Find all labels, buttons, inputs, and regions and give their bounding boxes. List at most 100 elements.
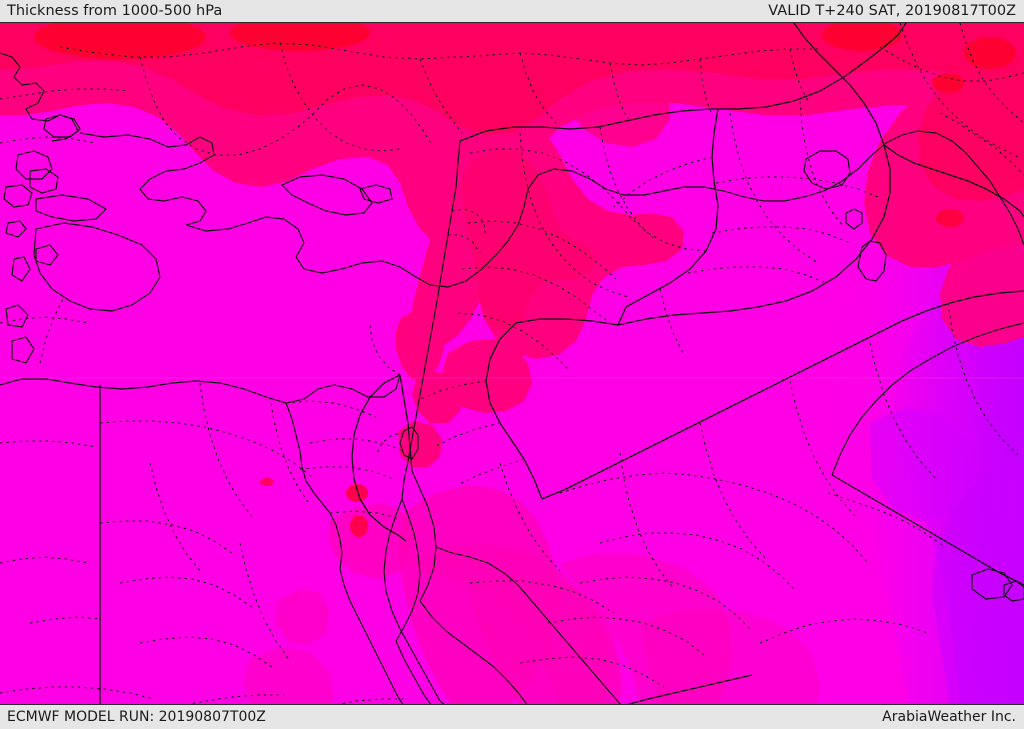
thickness-map-canvas xyxy=(0,22,1024,705)
band-rose-levant-inner xyxy=(462,149,596,329)
admin-iraq-1 xyxy=(729,112,819,264)
admin-sudan-2 xyxy=(337,698,408,704)
admin-egypt-3 xyxy=(269,396,311,506)
border-saudi-uae xyxy=(831,474,1024,586)
admin-lebanon-2 xyxy=(448,234,481,254)
band-crimson-golan-strip xyxy=(412,371,462,423)
admin-egypt-16 xyxy=(0,686,155,700)
admin-egypt-12 xyxy=(0,556,89,564)
admin-egypt-1 xyxy=(99,420,313,478)
border-jordan-saudi xyxy=(541,290,1024,500)
admin-saudi-9 xyxy=(947,302,1019,456)
coast-aegean-island-3 xyxy=(29,168,59,194)
admin-saudi-6 xyxy=(699,422,767,560)
coast-dead-sea xyxy=(399,426,419,460)
provider-label: ArabiaWeather Inc. xyxy=(882,709,1016,725)
border-yemen-saudi xyxy=(626,674,753,704)
coast-bahrain xyxy=(845,208,863,230)
band-pink-sinai xyxy=(328,503,414,579)
admin-egypt-13 xyxy=(29,616,101,624)
map-footer-bar: ECMWF MODEL RUN: 20190807T00Z ArabiaWeat… xyxy=(0,705,1024,729)
band-rose-nw-inner xyxy=(0,23,1024,135)
core-red-east-spot xyxy=(936,209,964,227)
admin-egypt-2 xyxy=(199,382,255,520)
admin-lebanon-1 xyxy=(451,208,487,238)
admin-egypt-15 xyxy=(285,400,377,418)
admin-egypt-14 xyxy=(329,510,401,520)
page-title: Thickness from 1000-500 hPa xyxy=(7,3,223,19)
border-turkey-syria xyxy=(459,23,907,142)
coast-redsea-west xyxy=(395,640,432,704)
coast-crete-main xyxy=(33,222,161,312)
admin-iraq-3 xyxy=(715,176,879,198)
core-red-nile-spot xyxy=(261,478,273,486)
coast-saudi-west xyxy=(435,546,621,704)
core-red-ne-iraq xyxy=(822,23,902,51)
admin-iraq-5 xyxy=(687,266,827,284)
coast-nile-delta xyxy=(285,402,343,570)
core-red-ne-iran-2 xyxy=(932,73,964,93)
admin-jordan-2 xyxy=(433,422,501,448)
admin-turkey-1 xyxy=(59,42,457,60)
border-syria-iraq xyxy=(617,108,719,326)
admin-saudi-3 xyxy=(579,576,753,632)
map-svg xyxy=(0,23,1024,704)
coast-aegean-island-2 xyxy=(15,150,53,180)
admin-sudan-1 xyxy=(187,694,284,704)
coast-persian-gulf xyxy=(831,322,1024,476)
coast-island-small-1 xyxy=(5,220,27,238)
admin-saudi-8 xyxy=(869,342,937,480)
coast-suez-gulf xyxy=(395,498,421,642)
band-pink-gulf-aqaba xyxy=(404,543,610,704)
coast-aegean-island-4 xyxy=(3,184,33,208)
coast-turkey-south xyxy=(185,130,1024,288)
border-iraq-jordan-saudi xyxy=(485,318,619,500)
admin-saudi-5 xyxy=(619,452,675,590)
admin-syria-3 xyxy=(599,126,655,240)
admin-turkey-2 xyxy=(139,56,433,156)
admin-egypt-8 xyxy=(119,576,253,608)
coast-levant xyxy=(401,140,461,500)
band-crimson-cyprus-north xyxy=(560,65,670,147)
coast-rhodes xyxy=(35,244,59,266)
admin-egypt-4 xyxy=(309,438,405,452)
coast-cyprus-tail xyxy=(359,184,393,204)
coast-cyprus xyxy=(281,174,373,216)
admin-egypt-10 xyxy=(239,542,291,662)
admin-turkey-9 xyxy=(789,48,809,102)
coast-aegean-island-1 xyxy=(43,114,81,138)
admin-turkey-3 xyxy=(279,42,401,152)
admin-iran-3 xyxy=(939,112,1024,176)
admin-saudi-10 xyxy=(499,462,561,572)
admin-egypt-6 xyxy=(149,462,201,572)
admin-saudi-7 xyxy=(789,380,857,518)
admin-saudi-12 xyxy=(519,656,665,688)
band-violet-lobe-northeast-low xyxy=(870,407,972,521)
band-pink-south-central xyxy=(560,553,732,704)
coast-crete xyxy=(35,194,107,222)
admin-syria-1 xyxy=(469,148,707,252)
band-pink-southwest xyxy=(244,647,334,704)
admin-syria-5 xyxy=(461,266,611,324)
coast-aqaba-gulf xyxy=(411,470,437,602)
admin-saudi-11 xyxy=(469,580,615,614)
admin-syria-4 xyxy=(467,220,617,280)
coast-small-island-2 xyxy=(5,304,29,328)
band-pink-arabia-interior xyxy=(640,609,820,704)
admin-saudi-14 xyxy=(827,492,943,546)
admin-saudi-13 xyxy=(759,618,929,644)
coast-sinai-west xyxy=(383,498,445,704)
admin-saudi-4 xyxy=(547,616,705,656)
admin-egypt-5 xyxy=(299,466,395,480)
core-red-nw-turkey xyxy=(34,23,206,59)
admin-iran-2 xyxy=(959,23,1024,124)
coast-egypt-north xyxy=(0,374,401,404)
national-border-layer xyxy=(99,23,1024,704)
core-red-sinai-spot-2 xyxy=(350,515,368,537)
coast-gulf-island xyxy=(971,568,1013,600)
admin-turkey-6 xyxy=(519,52,557,124)
admin-syria-2 xyxy=(519,132,629,298)
admin-syria-6 xyxy=(457,312,571,372)
admin-libya-1 xyxy=(0,316,89,324)
